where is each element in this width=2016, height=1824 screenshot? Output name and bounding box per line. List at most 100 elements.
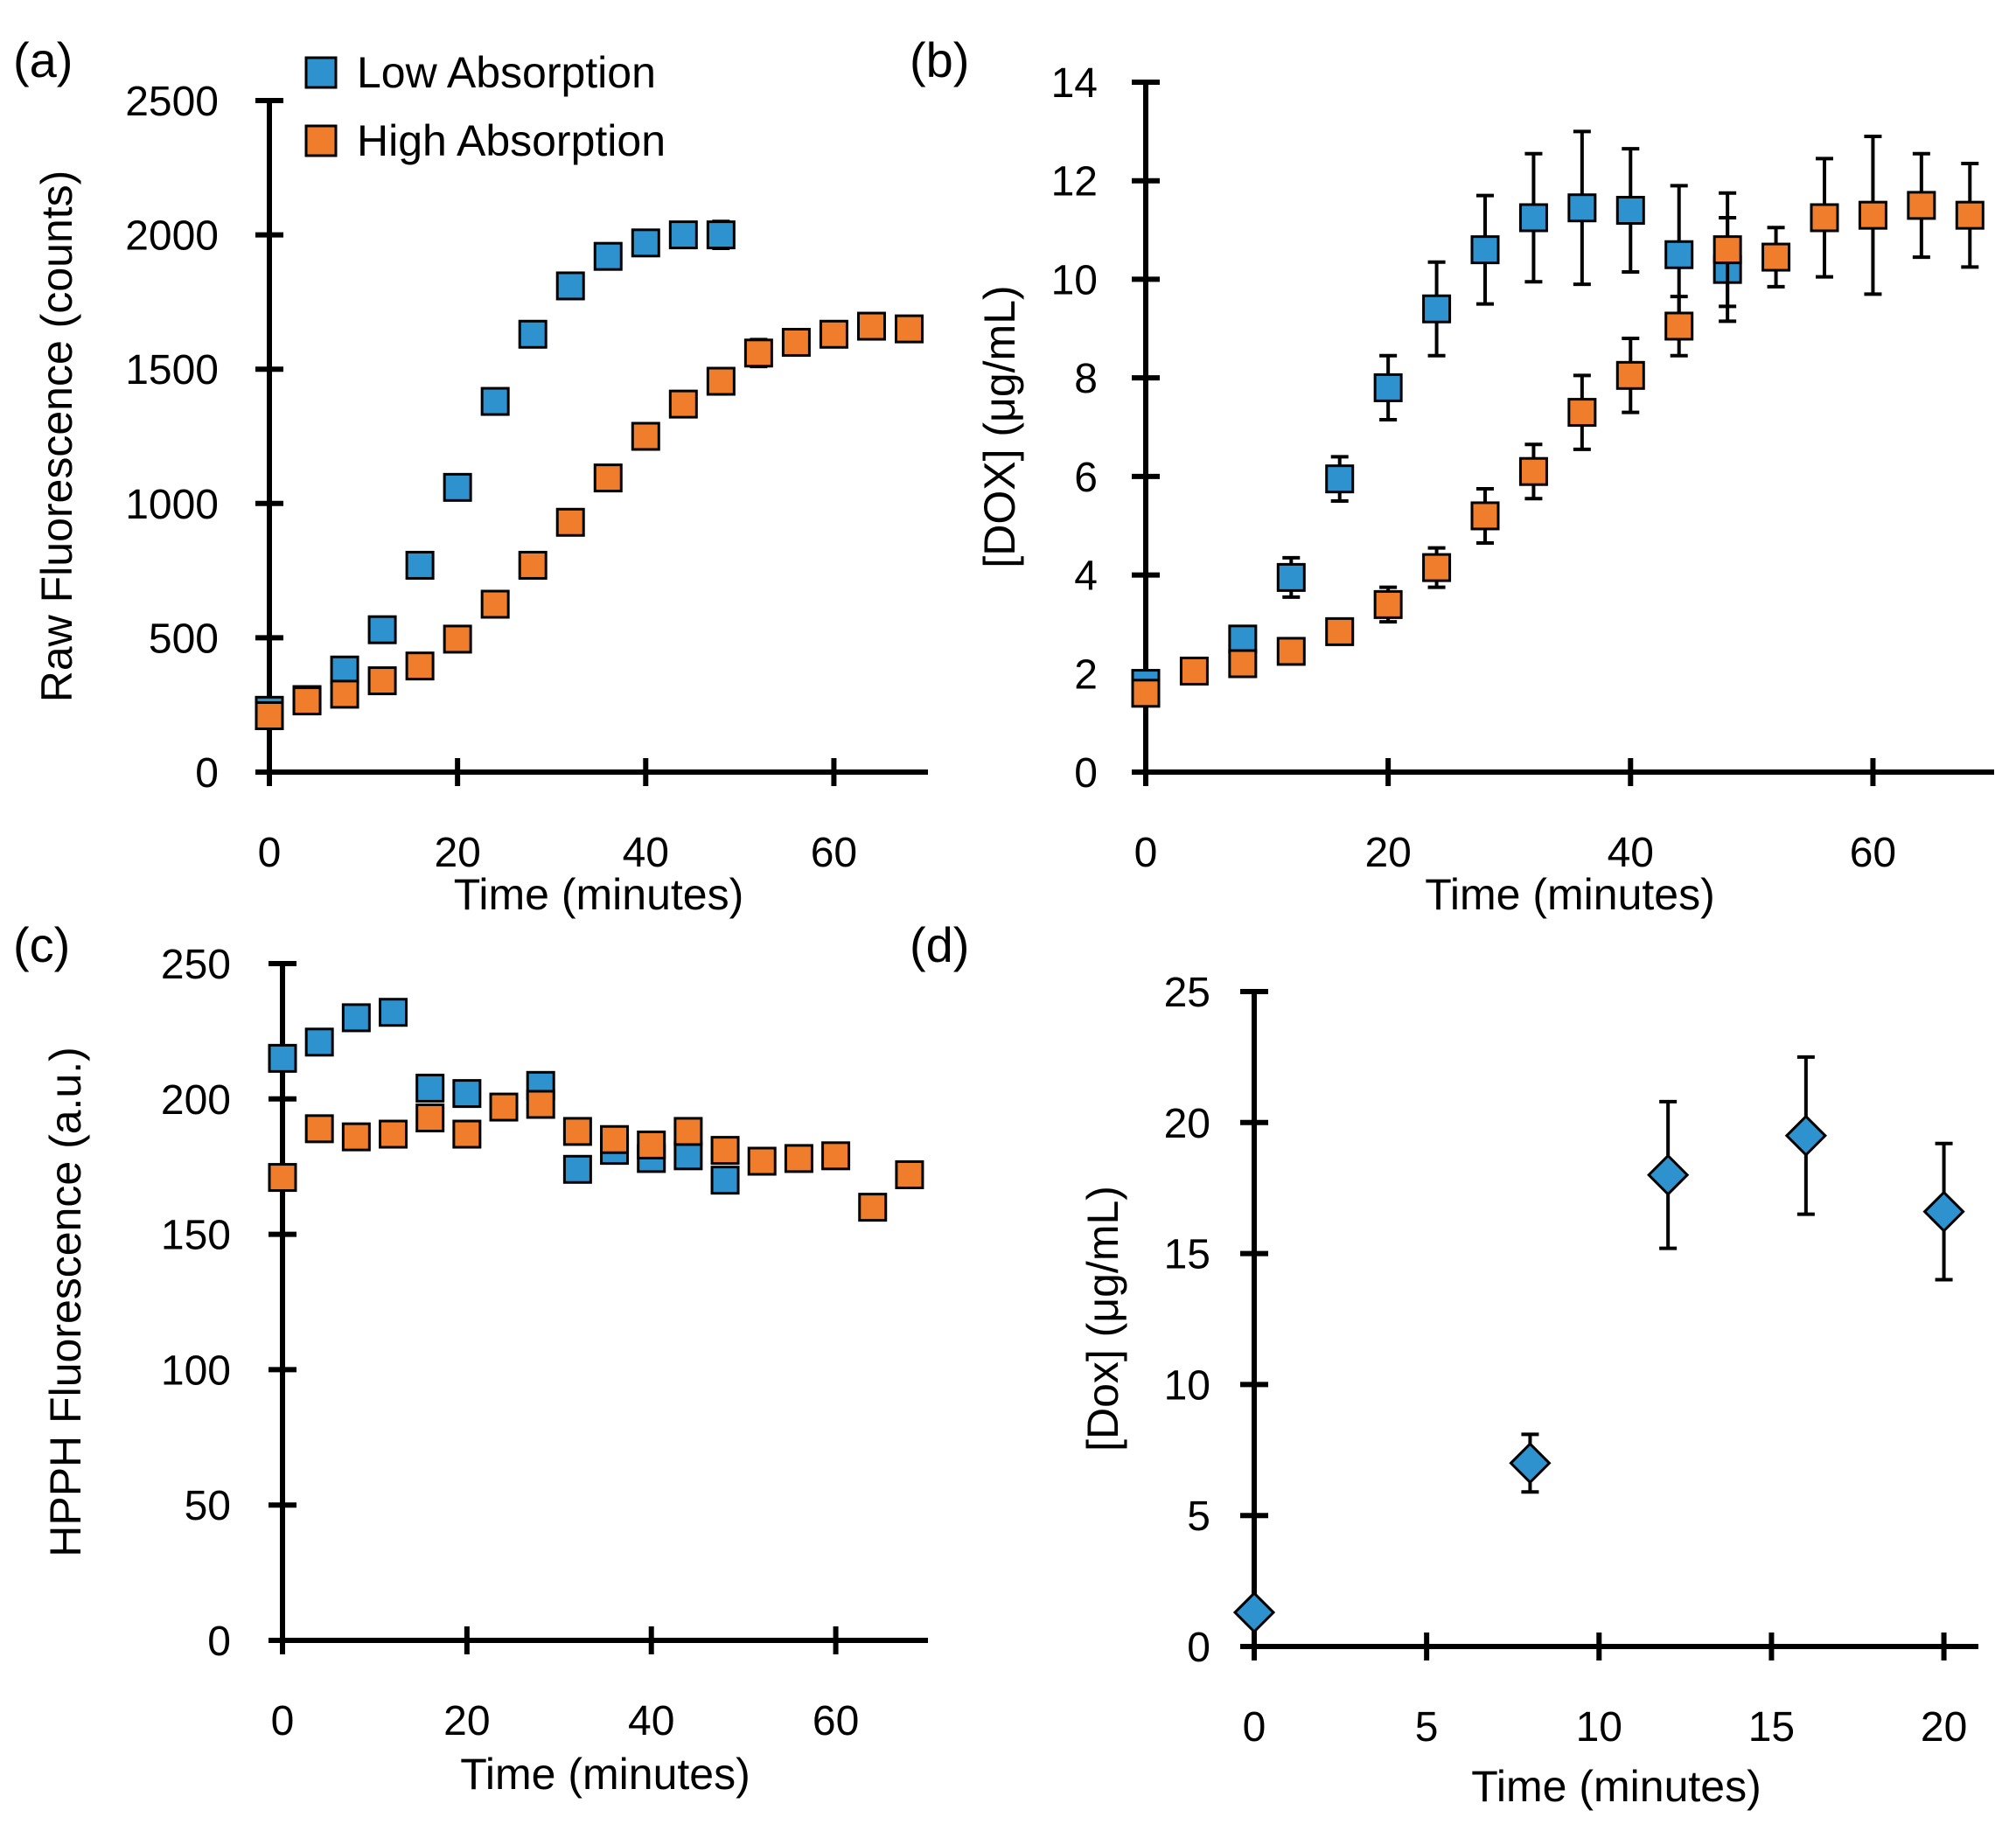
x-tick-label: 0 bbox=[271, 1698, 295, 1744]
data-point bbox=[673, 1141, 703, 1171]
y-axis-label: [DOX] (μg/mL) bbox=[975, 285, 1024, 567]
legend-label: High Absorption bbox=[357, 116, 666, 165]
panel-b: (b) 0 2 4 6 8 10 12 14 0 20 40 60 Time (minutes) [DOX]… bbox=[910, 32, 1994, 919]
data-point bbox=[1784, 1114, 1827, 1157]
data-point bbox=[600, 1124, 630, 1154]
legend: Low Absorption High Absorption bbox=[304, 48, 666, 165]
y-axis-label: HPPH Fluorescence (a.u.) bbox=[41, 1047, 90, 1557]
data-point bbox=[304, 1027, 334, 1057]
data-point bbox=[330, 679, 359, 709]
data-point bbox=[706, 220, 736, 250]
x-tick-label: 60 bbox=[813, 1698, 859, 1744]
y-tick-label: 10 bbox=[1164, 1362, 1210, 1409]
y-tick-label: 25 bbox=[1164, 970, 1210, 1016]
data-point bbox=[1518, 203, 1548, 233]
data-point bbox=[894, 314, 924, 344]
data-point bbox=[443, 472, 472, 502]
data-point bbox=[1761, 242, 1791, 272]
series-low-absorption bbox=[1131, 129, 1742, 699]
data-point bbox=[1664, 311, 1694, 341]
data-point bbox=[1276, 562, 1306, 592]
y-axis-label: Raw Fluorescence (counts) bbox=[32, 171, 81, 703]
data-point bbox=[784, 1144, 813, 1173]
data-point bbox=[1373, 372, 1403, 402]
y-tick-label: 2500 bbox=[125, 79, 219, 125]
data-point bbox=[1518, 456, 1548, 486]
legend-swatch bbox=[304, 56, 338, 89]
data-point bbox=[1567, 193, 1597, 223]
data-point bbox=[1647, 1153, 1690, 1196]
x-tick-label: 0 bbox=[1243, 1704, 1266, 1751]
y-tick-label: 500 bbox=[149, 616, 219, 662]
data-point bbox=[1955, 200, 1985, 230]
data-point bbox=[341, 1003, 371, 1033]
x-tick-label: 20 bbox=[434, 830, 480, 876]
data-point bbox=[415, 1073, 445, 1103]
y-tick-label: 14 bbox=[1051, 60, 1098, 107]
data-point bbox=[631, 228, 660, 258]
data-point bbox=[710, 1166, 740, 1195]
x-tick-label: 40 bbox=[623, 830, 669, 876]
y-tick-label: 20 bbox=[1164, 1101, 1210, 1147]
data-point bbox=[1567, 398, 1597, 428]
data-point bbox=[1858, 200, 1887, 230]
series-low-absorption bbox=[255, 219, 736, 725]
data-point bbox=[562, 1154, 592, 1184]
data-point bbox=[415, 1103, 445, 1132]
data-point bbox=[555, 271, 585, 301]
panel-d: (d) 0 5 10 15 20 25 0 5 10 15 20 Time (minutes) [Dox]… bbox=[910, 917, 1978, 1811]
data-point bbox=[1232, 1591, 1276, 1634]
x-tick-label: 40 bbox=[1608, 830, 1654, 876]
data-point bbox=[255, 700, 284, 730]
data-point bbox=[405, 550, 435, 580]
data-point bbox=[1470, 501, 1500, 531]
data-point bbox=[518, 319, 548, 349]
data-point bbox=[452, 1079, 482, 1109]
panel-label: (d) bbox=[910, 917, 969, 972]
y-tick-label: 10 bbox=[1051, 257, 1098, 303]
data-point bbox=[673, 1117, 703, 1146]
data-point bbox=[668, 220, 698, 250]
x-tick-label: 20 bbox=[1921, 1704, 1967, 1751]
data-point bbox=[1713, 235, 1742, 265]
data-point bbox=[1615, 360, 1645, 390]
x-tick-label: 40 bbox=[628, 1698, 674, 1744]
data-point bbox=[1325, 616, 1355, 646]
data-point bbox=[379, 1119, 408, 1149]
y-tick-label: 100 bbox=[161, 1347, 231, 1394]
data-point bbox=[555, 507, 585, 537]
data-point bbox=[480, 589, 510, 619]
x-tick-label: 20 bbox=[443, 1698, 490, 1744]
data-point bbox=[743, 338, 773, 368]
x-tick-label: 60 bbox=[1850, 830, 1896, 876]
y-tick-label: 50 bbox=[185, 1483, 231, 1529]
data-point bbox=[341, 1122, 371, 1152]
data-point bbox=[821, 1141, 851, 1171]
data-point bbox=[268, 1043, 297, 1073]
data-point bbox=[480, 386, 510, 416]
y-tick-label: 0 bbox=[1074, 750, 1098, 797]
data-point bbox=[637, 1130, 666, 1159]
data-point bbox=[562, 1117, 592, 1146]
data-point bbox=[268, 1163, 297, 1193]
series-high-absorption bbox=[1131, 134, 1985, 708]
x-tick-label: 15 bbox=[1748, 1704, 1795, 1751]
y-axis-label: [Dox] (μg/mL) bbox=[1078, 1186, 1127, 1452]
data-point bbox=[631, 421, 660, 451]
data-point bbox=[1373, 589, 1403, 619]
y-tick-label: 0 bbox=[195, 750, 219, 797]
legend-swatch bbox=[304, 124, 338, 157]
data-point bbox=[292, 686, 322, 716]
x-tick-label: 0 bbox=[258, 830, 282, 876]
data-point bbox=[856, 311, 886, 341]
legend-label: Low Absorption bbox=[357, 48, 656, 97]
x-tick-label: 10 bbox=[1576, 1704, 1622, 1751]
x-tick-label: 60 bbox=[811, 830, 857, 876]
data-point bbox=[1509, 1442, 1552, 1485]
data-point bbox=[489, 1092, 519, 1122]
data-point bbox=[367, 666, 397, 696]
x-axis-label: Time (minutes) bbox=[1425, 870, 1715, 919]
data-point bbox=[819, 319, 848, 349]
x-tick-label: 0 bbox=[1134, 830, 1158, 876]
data-point bbox=[379, 998, 408, 1027]
